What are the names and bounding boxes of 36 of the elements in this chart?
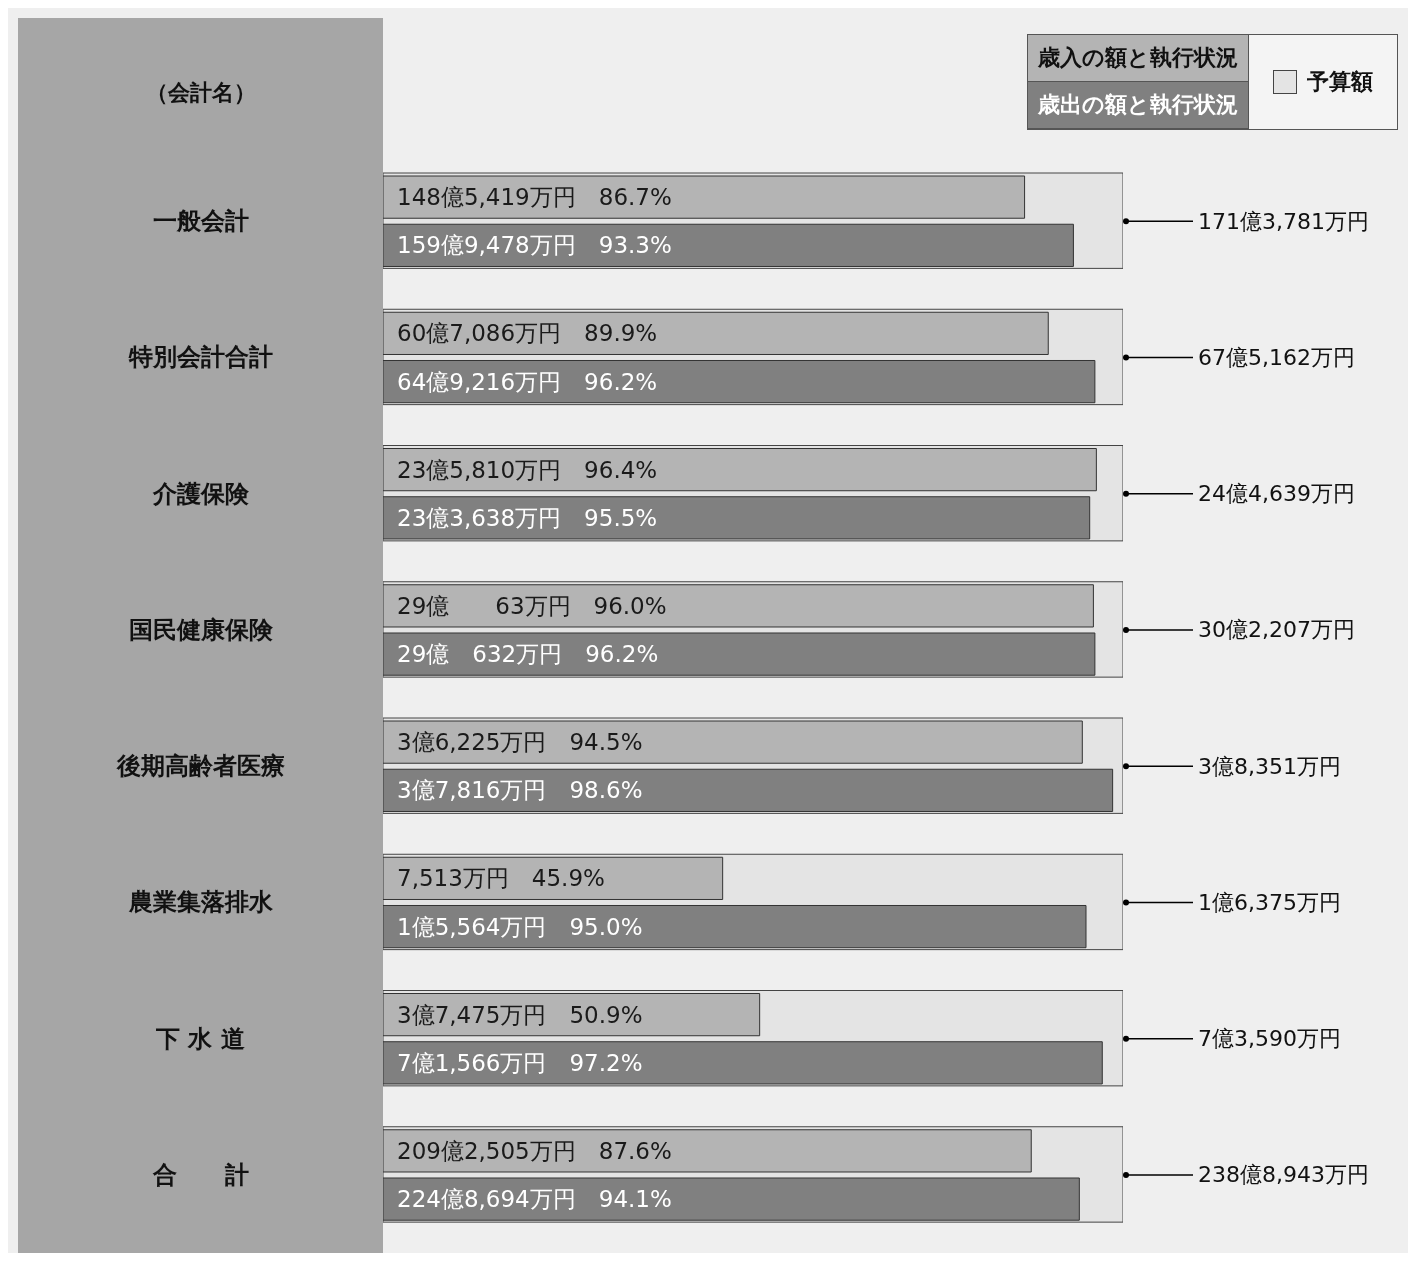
text: 7億3,590万円 — [1198, 1026, 1341, 1052]
text: 30億2,207万円 — [1198, 617, 1355, 643]
y-tick-label: 農業集落排水 — [127, 888, 274, 917]
data-label: 1億5,564万円 95.0% — [397, 913, 643, 940]
y-tick-label: 下 水 道 — [155, 1024, 245, 1053]
y-tick-label: 特別会計合計 — [127, 343, 273, 372]
data-label: 209億2,505万円 87.6% — [397, 1137, 672, 1164]
data-label: 3億7,816万円 98.6% — [397, 777, 643, 804]
text: 3億8,351万円 — [1198, 753, 1341, 779]
data-label: 64億9,216万円 96.2% — [397, 368, 658, 395]
y-tick-label: 国民健康保険 — [128, 615, 274, 644]
y-axis-title: （会計名） — [144, 79, 257, 107]
data-label: 159億9,478万円 93.3% — [397, 232, 672, 259]
data-label: 224億8,694万円 94.1% — [397, 1186, 672, 1213]
text: 歳入の額と執行状況 — [1028, 35, 1248, 82]
text: 24億4,639万円 — [1198, 481, 1355, 507]
data-label: 29億 632万円 96.2% — [397, 641, 659, 668]
text: 171億3,781万円 — [1198, 208, 1369, 234]
y-tick-label: 一般会計 — [152, 207, 249, 236]
data-label: 60億7,086万円 89.9% — [397, 320, 658, 347]
y-tick-label: 後期高齢者医療 — [115, 752, 285, 781]
data-label: 7億1,566万円 97.2% — [397, 1049, 643, 1076]
data-label: 29億 63万円 96.0% — [397, 592, 667, 619]
data-label: 23億5,810万円 96.4% — [397, 456, 658, 483]
data-label: 148億5,419万円 86.7% — [397, 184, 672, 211]
legend-label: 予算額 — [1307, 68, 1373, 96]
y-tick-label: 介護保険 — [151, 479, 250, 508]
text: 1億6,375万円 — [1198, 889, 1341, 915]
data-label: 3億6,225万円 94.5% — [397, 729, 643, 756]
data-label: 3億7,475万円 50.9% — [397, 1001, 643, 1028]
text: 67億5,162万円 — [1198, 344, 1355, 370]
text: 歳出の額と執行状況 — [1028, 82, 1248, 129]
y-tick-label: 合 計 — [151, 1160, 249, 1189]
data-label: 7,513万円 45.9% — [397, 865, 605, 892]
text: 238億8,943万円 — [1198, 1162, 1369, 1188]
data-label: 23億3,638万円 95.5% — [397, 504, 658, 531]
